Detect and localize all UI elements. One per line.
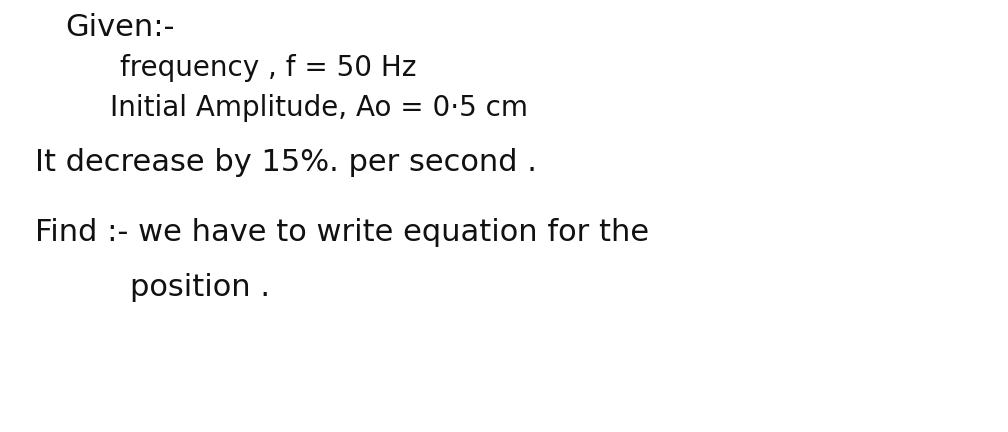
Text: Find :- we have to write equation for the: Find :- we have to write equation for th…	[35, 218, 649, 247]
Text: It decrease by 15%. per second .: It decrease by 15%. per second .	[35, 148, 537, 177]
Text: Given:-: Given:-	[65, 13, 174, 42]
Text: position .: position .	[130, 273, 270, 302]
Text: Initial Amplitude, Ao = 0·5 cm: Initial Amplitude, Ao = 0·5 cm	[110, 94, 528, 122]
Text: frequency , f = 50 Hz: frequency , f = 50 Hz	[120, 54, 416, 82]
